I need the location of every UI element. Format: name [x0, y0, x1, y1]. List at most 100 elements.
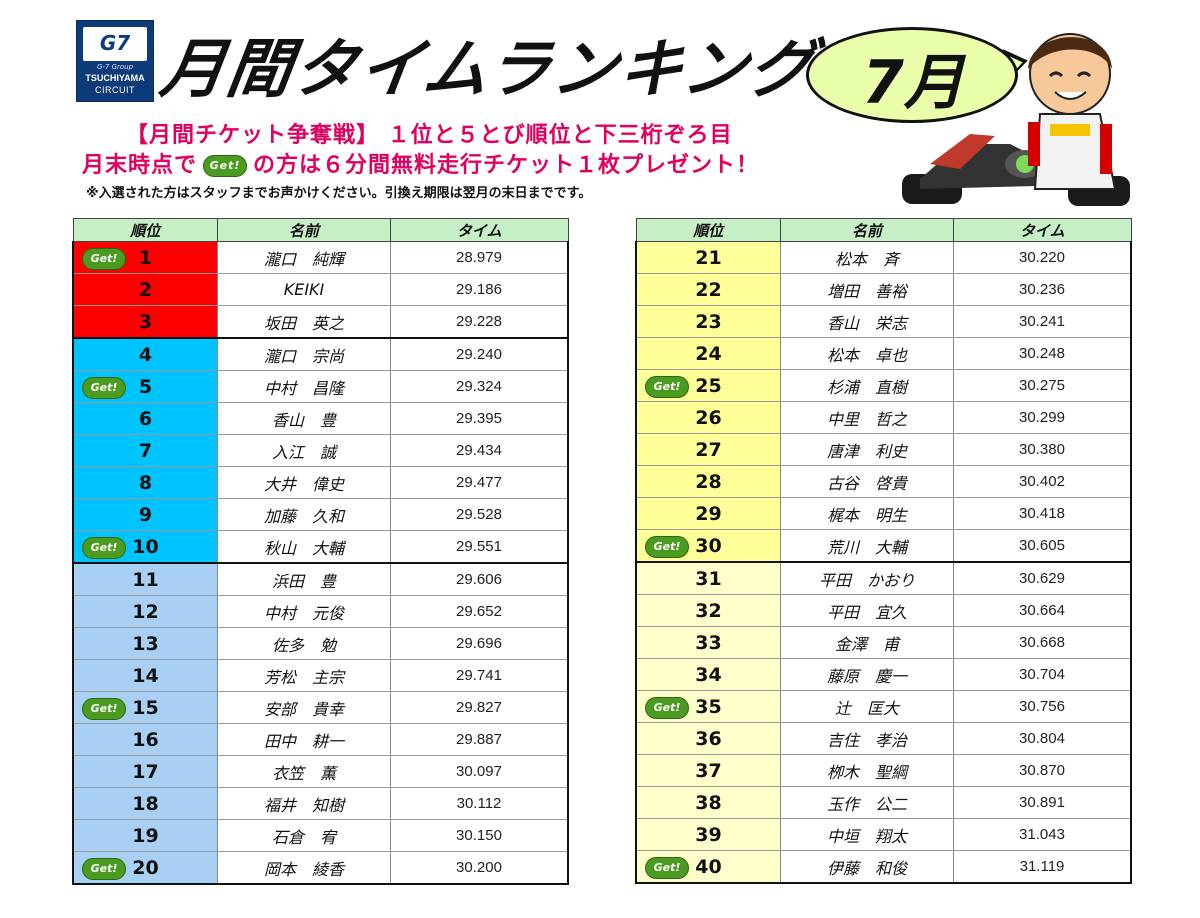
table-row: 6 香山 豊 29.395	[72, 402, 569, 435]
rank-number: 36	[695, 727, 722, 750]
driver-name: 田中 耕一	[217, 723, 391, 756]
table-row: 32 平田 宜久 30.664	[635, 594, 1132, 627]
lap-time: 30.275	[953, 369, 1132, 402]
rank-number: 24	[695, 342, 722, 365]
lap-time: 29.395	[390, 402, 569, 435]
rank-cell: 33	[635, 626, 781, 659]
driver-name: 大井 偉史	[217, 466, 391, 499]
rank-cell: 36	[635, 722, 781, 755]
rank-cell: Get! 40	[635, 850, 781, 884]
driver-name: 中村 元俊	[217, 595, 391, 628]
rank-number: 21	[695, 246, 722, 269]
table-row: Get! 40 伊藤 和俊 31.119	[635, 850, 1132, 884]
table-row: 23 香山 栄志 30.241	[635, 305, 1132, 338]
table-row: 34 藤原 慶一 30.704	[635, 658, 1132, 691]
rank-cell: 26	[635, 401, 781, 434]
rank-cell: 34	[635, 658, 781, 691]
rank-number: 30	[695, 534, 722, 557]
rank-number: 38	[695, 791, 722, 814]
table-row: 3 坂田 英之 29.228	[72, 305, 569, 339]
rank-number: 29	[695, 502, 722, 525]
lap-time: 29.652	[390, 595, 569, 628]
driver-name: 加藤 久和	[217, 498, 391, 531]
rank-number: 31	[695, 567, 722, 590]
table-row: 11 浜田 豊 29.606	[72, 563, 569, 596]
driver-name: 辻 匡大	[780, 690, 954, 723]
rank-number: 33	[695, 631, 722, 654]
rank-number: 3	[138, 310, 153, 333]
lap-time: 30.236	[953, 273, 1132, 306]
driver-name: 佐多 勉	[217, 627, 391, 660]
driver-name: 瀧口 純輝	[217, 241, 391, 274]
rank-number: 20	[132, 856, 159, 879]
rank-number: 14	[132, 664, 159, 687]
table-row: 2 KEIKI 29.186	[72, 273, 569, 306]
lap-time: 31.119	[953, 850, 1132, 884]
rank-number: 17	[132, 760, 159, 783]
header-rank: 順位	[72, 218, 218, 242]
rank-number: 7	[138, 439, 153, 462]
header-time: タイム	[953, 218, 1132, 242]
lap-time: 30.299	[953, 401, 1132, 434]
rank-number: 22	[695, 278, 722, 301]
rank-number: 32	[695, 599, 722, 622]
lap-time: 29.696	[390, 627, 569, 660]
rank-cell: Get! 1	[72, 241, 218, 274]
table-row: 19 石倉 宥 30.150	[72, 819, 569, 852]
month-label: 7月	[862, 48, 964, 118]
rank-number: 10	[132, 535, 159, 558]
lap-time: 29.551	[390, 530, 569, 564]
rank-number: 12	[132, 600, 159, 623]
rank-cell: 3	[72, 305, 218, 339]
table-row: Get! 5 中村 昌隆 29.324	[72, 370, 569, 403]
lap-time: 29.741	[390, 659, 569, 692]
rank-cell: 24	[635, 337, 781, 370]
header-rank: 順位	[635, 218, 781, 242]
table-row: 12 中村 元俊 29.652	[72, 595, 569, 628]
page-title: 月間タイムランキング	[155, 33, 820, 107]
rank-cell: 12	[72, 595, 218, 628]
lap-time: 30.380	[953, 433, 1132, 466]
rank-number: 4	[138, 343, 153, 366]
table-row: 14 芳松 主宗 29.741	[72, 659, 569, 692]
lap-time: 30.704	[953, 658, 1132, 691]
rank-number: 35	[695, 695, 722, 718]
rank-number: 26	[695, 406, 722, 429]
driver-name: 岡本 綾香	[217, 851, 391, 885]
lap-time: 30.097	[390, 755, 569, 788]
table-row: 7 入江 誠 29.434	[72, 434, 569, 467]
promo-line2-suffix: の方は６分間無料走行チケット１枚プレゼント！	[253, 153, 760, 178]
driver-name: 梶本 明生	[780, 497, 954, 530]
table-row: 38 玉作 公二 30.891	[635, 786, 1132, 819]
lap-time: 30.804	[953, 722, 1132, 755]
driver-name: 中里 哲之	[780, 401, 954, 434]
driver-name: 松本 卓也	[780, 337, 954, 370]
driver-name: 松本 斉	[780, 241, 954, 274]
rank-cell: 18	[72, 787, 218, 820]
driver-name: 秋山 大輔	[217, 530, 391, 564]
rank-cell: 13	[72, 627, 218, 660]
logo-g7-text: G7	[99, 31, 131, 55]
rank-cell: Get! 30	[635, 529, 781, 563]
driver-name: 中村 昌隆	[217, 370, 391, 403]
rank-cell: Get! 10	[72, 530, 218, 564]
rank-number: 28	[695, 470, 722, 493]
rank-number: 25	[695, 374, 722, 397]
driver-name: 栁木 聖綱	[780, 754, 954, 787]
lap-time: 30.150	[390, 819, 569, 852]
driver-name: 浜田 豊	[217, 563, 391, 596]
rank-cell: 16	[72, 723, 218, 756]
rank-cell: 37	[635, 754, 781, 787]
driver-name: KEIKI	[217, 273, 391, 306]
table-row: 18 福井 知樹 30.112	[72, 787, 569, 820]
rank-number: 8	[138, 471, 153, 494]
driver-name: 平田 かおり	[780, 562, 954, 595]
driver-name: 安部 貴幸	[217, 691, 391, 724]
ranking-rows-left: Get! 1 瀧口 純輝 28.979 2 KEIKI 29.186 3 坂田 英之 29.228…	[72, 241, 569, 885]
lap-time: 30.200	[390, 851, 569, 885]
table-row: 33 金澤 甫 30.668	[635, 626, 1132, 659]
lap-time: 29.228	[390, 305, 569, 339]
rank-number: 13	[132, 632, 159, 655]
rank-number: 39	[695, 823, 722, 846]
lap-time: 28.979	[390, 241, 569, 274]
